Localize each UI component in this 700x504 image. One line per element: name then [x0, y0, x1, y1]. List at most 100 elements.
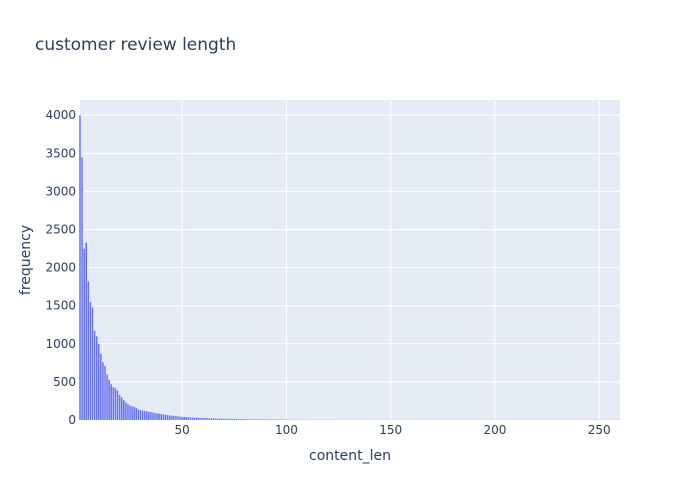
bar [138, 409, 140, 420]
bar [242, 419, 244, 420]
bar [286, 419, 288, 420]
bar [175, 416, 177, 420]
bar [181, 417, 183, 420]
bar [140, 410, 142, 420]
bar [267, 419, 269, 420]
bar [85, 242, 87, 420]
bar [125, 402, 127, 420]
bar [252, 419, 254, 420]
bar [152, 412, 154, 420]
y-tick-label: 500 [53, 375, 76, 389]
bar [279, 419, 281, 420]
bar [179, 416, 181, 420]
bar [183, 417, 185, 420]
bar [144, 411, 146, 420]
bar [200, 418, 202, 420]
y-axis-label: frequency [18, 225, 34, 295]
bar [133, 407, 135, 420]
bar [240, 419, 242, 420]
bar [263, 419, 265, 420]
bar [169, 415, 171, 420]
bar [221, 419, 223, 420]
bar [171, 416, 173, 420]
bar [173, 416, 175, 420]
bar [261, 419, 263, 420]
bar [283, 419, 285, 420]
bar [165, 415, 167, 420]
bar [213, 418, 215, 420]
bar [81, 157, 83, 420]
y-tick-label: 1000 [45, 337, 76, 351]
bar [196, 418, 198, 420]
bar [135, 408, 137, 420]
bar [127, 404, 129, 420]
bar [98, 344, 100, 420]
bar [160, 414, 162, 420]
bar [177, 416, 179, 420]
bar [265, 419, 267, 420]
bar [202, 418, 204, 420]
bar [219, 418, 221, 420]
bar [204, 418, 206, 420]
bar [244, 419, 246, 420]
bar [113, 387, 115, 420]
y-tick-label: 4000 [45, 108, 76, 122]
bar [163, 414, 165, 420]
bar [198, 418, 200, 420]
x-tick-label: 250 [588, 423, 611, 437]
bar [185, 417, 187, 420]
chart-title: customer review length [35, 35, 236, 55]
bar [225, 419, 227, 420]
bar [254, 419, 256, 420]
bar [150, 412, 152, 420]
x-tick-label: 150 [379, 423, 402, 437]
bar [281, 419, 283, 420]
bar [277, 419, 279, 420]
y-tick-label: 0 [68, 413, 76, 427]
bar [167, 415, 169, 420]
bar [123, 400, 125, 420]
bar [92, 307, 94, 420]
bar [148, 412, 150, 420]
bar [188, 417, 190, 420]
bar [271, 419, 273, 420]
bar [275, 419, 277, 420]
bar [215, 418, 217, 420]
bar [117, 390, 119, 420]
bar [131, 406, 133, 420]
bar [83, 249, 85, 420]
bar [256, 419, 258, 420]
bar [119, 395, 121, 420]
bar [106, 374, 108, 420]
bar [223, 419, 225, 420]
bar [194, 418, 196, 420]
y-tick-label: 1500 [45, 299, 76, 313]
bar [115, 388, 117, 420]
bar [231, 419, 233, 420]
bar [100, 354, 102, 420]
y-tick-label: 3000 [45, 184, 76, 198]
bar [90, 302, 92, 420]
bar [88, 281, 90, 420]
bar [158, 414, 160, 420]
bar [121, 397, 123, 420]
bar [236, 419, 238, 420]
bar [227, 419, 229, 420]
bar [96, 336, 98, 420]
bar [211, 418, 213, 420]
y-tick-label: 3500 [45, 146, 76, 160]
bar [206, 418, 208, 420]
bar [142, 410, 144, 420]
bar [248, 419, 250, 420]
bar [156, 413, 158, 420]
bar [246, 419, 248, 420]
bar [217, 418, 219, 420]
bar [269, 419, 271, 420]
x-tick-label: 50 [175, 423, 190, 437]
bar [258, 419, 260, 420]
x-tick-label: 200 [483, 423, 506, 437]
